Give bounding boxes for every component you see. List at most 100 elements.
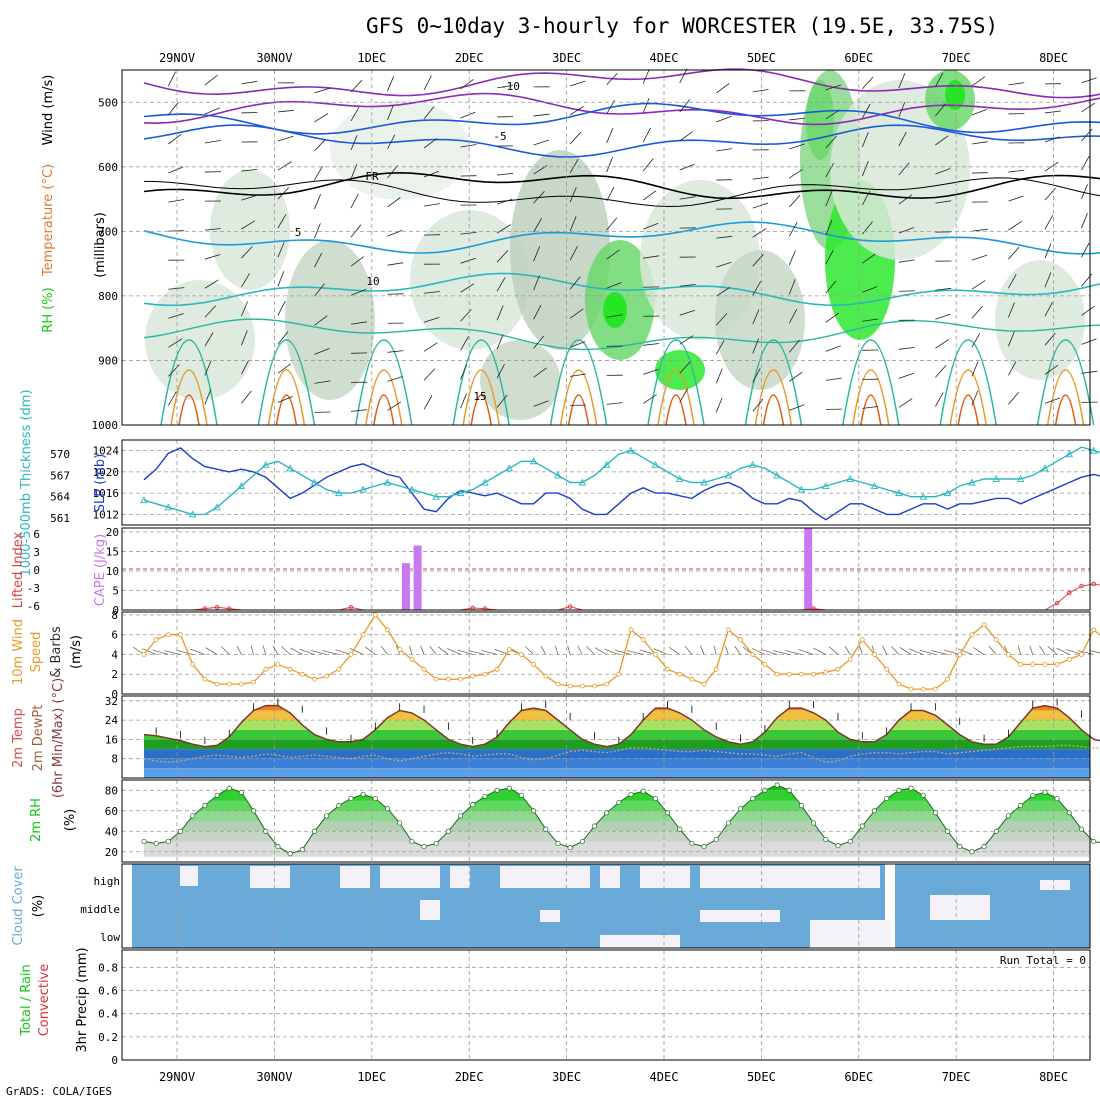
rh-marker xyxy=(860,824,864,828)
wind-speed-marker xyxy=(958,653,962,657)
wind-speed-marker xyxy=(812,672,816,676)
date-label-top: 7DEC xyxy=(942,51,971,65)
thickness-ytick-label: 561 xyxy=(50,512,70,525)
upper-ylabel-part: RH (%) xyxy=(41,287,56,332)
rh-marker xyxy=(921,793,925,797)
wind-speed-marker xyxy=(203,677,207,681)
rh-marker xyxy=(1079,827,1083,831)
rh-marker xyxy=(203,803,207,807)
rh-marker xyxy=(288,852,292,856)
wind-speed-marker xyxy=(885,667,889,671)
rh-marker xyxy=(276,844,280,848)
wind-speed-marker xyxy=(142,653,146,657)
cloud-ylabel-part: (%) xyxy=(31,895,46,918)
cloud-gap xyxy=(640,866,690,888)
wind-speed-marker xyxy=(166,633,170,637)
rh-marker xyxy=(337,803,341,807)
wind-speed-marker xyxy=(641,638,645,642)
wind-speed-marker xyxy=(264,667,268,671)
rh-shade xyxy=(603,292,627,328)
rh-shade xyxy=(995,260,1085,380)
wind-speed-marker xyxy=(410,657,414,661)
rh-marker xyxy=(544,827,548,831)
wind-speed-marker xyxy=(483,672,487,676)
rh-shade xyxy=(655,350,705,390)
rh-marker xyxy=(824,837,828,841)
rh-marker xyxy=(751,796,755,800)
rh-marker xyxy=(726,821,730,825)
cloud-gap xyxy=(1040,880,1070,890)
cloud-gap xyxy=(380,866,440,888)
rh-marker xyxy=(872,809,876,813)
rh-marker xyxy=(556,841,560,845)
rh-marker xyxy=(410,839,414,843)
cloud-row-label: high xyxy=(94,875,121,888)
wind-speed-marker xyxy=(495,667,499,671)
rh-marker xyxy=(653,796,657,800)
wind-speed-marker xyxy=(666,667,670,671)
lifted-ytick-label: 6 xyxy=(33,528,40,541)
wind-speed-marker xyxy=(629,628,633,632)
date-label-top: 8DEC xyxy=(1039,51,1068,65)
rh-marker xyxy=(580,839,584,843)
wind-ytick-label: 4 xyxy=(111,648,118,661)
wind-speed-marker xyxy=(994,638,998,642)
wind-speed-marker xyxy=(726,628,730,632)
wind-speed-marker xyxy=(800,672,804,676)
cloud-ylabel-part: Cloud Cover xyxy=(11,866,26,946)
date-label-bottom: 4DEC xyxy=(650,1070,679,1084)
precip-ylabel-part: Total / Rain xyxy=(19,964,34,1037)
lifted-ytick-label: 3 xyxy=(33,546,40,559)
rh-marker xyxy=(897,788,901,792)
wind-speed-marker xyxy=(446,677,450,681)
rh-marker xyxy=(1067,811,1071,815)
wind-speed-marker xyxy=(434,677,438,681)
cape-bar xyxy=(804,528,812,610)
rh-ylabel-part: 2m RH xyxy=(29,798,44,842)
wind-speed-marker xyxy=(1092,628,1096,632)
date-label-bottom: 6DEC xyxy=(844,1070,873,1084)
wind-speed-marker xyxy=(702,682,706,686)
wind-speed-marker xyxy=(227,682,231,686)
cloud-gap xyxy=(700,910,780,922)
upper-ylabel-part: Wind (m/s) xyxy=(41,75,56,146)
rh-marker xyxy=(458,814,462,818)
upper-yunit-label: (millibars) xyxy=(93,212,108,278)
rh-marker xyxy=(665,811,669,815)
rh-marker xyxy=(994,829,998,833)
footer-credit: GrADS: COLA/IGES xyxy=(6,1085,112,1098)
wind-speed-marker xyxy=(1067,657,1071,661)
rh-marker xyxy=(690,841,694,845)
cloud-gap xyxy=(810,920,890,948)
temperature-band xyxy=(122,759,1090,769)
rh-marker xyxy=(483,794,487,798)
rh-marker xyxy=(446,829,450,833)
rh-marker xyxy=(166,839,170,843)
precip-ylabel-part: Convective xyxy=(37,964,52,1037)
precip-ytick-label: 0.4 xyxy=(98,1008,118,1021)
rh-marker xyxy=(434,841,438,845)
precip-ytick-label: 0.2 xyxy=(98,1031,118,1044)
cloud-row-label: middle xyxy=(80,903,120,916)
wind-speed-marker xyxy=(605,682,609,686)
slp-ylabel: SLP (mb) xyxy=(93,454,108,513)
cloud-gap xyxy=(340,866,370,888)
wind-ylabel-part: & Barbs xyxy=(49,626,64,678)
rh-marker xyxy=(531,809,535,813)
cape-ytick-label: 5 xyxy=(112,584,119,597)
contour-label: -10 xyxy=(500,80,520,93)
upper-ylabel-part: Temperature (°C) xyxy=(41,164,56,277)
rh-ytick-label: 40 xyxy=(105,825,118,838)
wind-speed-marker xyxy=(568,684,572,688)
date-label-top: 29NOV xyxy=(159,51,195,65)
chart-title: GFS 0~10day 3-hourly for WORCESTER (19.5… xyxy=(366,14,998,38)
wind-speed-marker xyxy=(873,653,877,657)
date-label-bottom: 5DEC xyxy=(747,1070,776,1084)
rh-marker xyxy=(324,814,328,818)
contour-label: 15 xyxy=(473,390,486,403)
wind-speed-marker xyxy=(848,657,852,661)
rh-ylabel-part: (%) xyxy=(63,809,78,832)
cape-bar xyxy=(402,563,410,610)
